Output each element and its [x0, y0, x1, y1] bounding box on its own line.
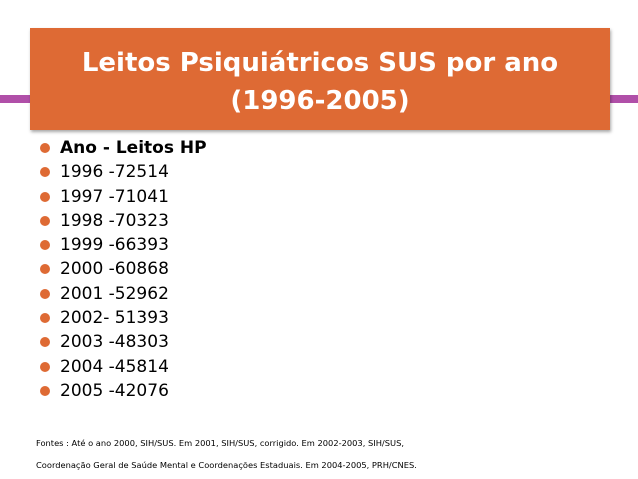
list-item: 2002- 51393 [36, 306, 207, 330]
list-item: 2001 -52962 [36, 282, 207, 306]
list-item: 1998 -70323 [36, 209, 207, 233]
list-item: 1997 -71041 [36, 185, 207, 209]
title-line: Leitos Psiquiátricos SUS por ano [81, 48, 559, 78]
list-item: 1999 -66393 [36, 233, 207, 257]
list-item: 1996 -72514 [36, 160, 207, 184]
footnote-line: Coordenação Geral de Saúde Mental e Coor… [36, 460, 417, 470]
bullet-list: Ano - Leitos HP 1996 -72514 1997 -71041 199… [36, 136, 207, 403]
list-item: 2004 -45814 [36, 355, 207, 379]
list-item: 2000 -60868 [36, 257, 207, 281]
footnote-line: Fontes : Até o ano 2000, SIH/SUS. Em 200… [36, 438, 404, 448]
accent-bar [0, 95, 30, 103]
list-item: Ano - Leitos HP [36, 136, 207, 160]
list-item: 2005 -42076 [36, 379, 207, 403]
footnote: Fontes : Até o ano 2000, SIH/SUS. Em 200… [36, 432, 417, 476]
title-box: Leitos Psiquiátricos SUS por ano (1996-20… [30, 28, 610, 130]
list-item: 2003 -48303 [36, 330, 207, 354]
title-line: (1996-2005) [230, 86, 410, 116]
accent-bar [610, 95, 638, 103]
